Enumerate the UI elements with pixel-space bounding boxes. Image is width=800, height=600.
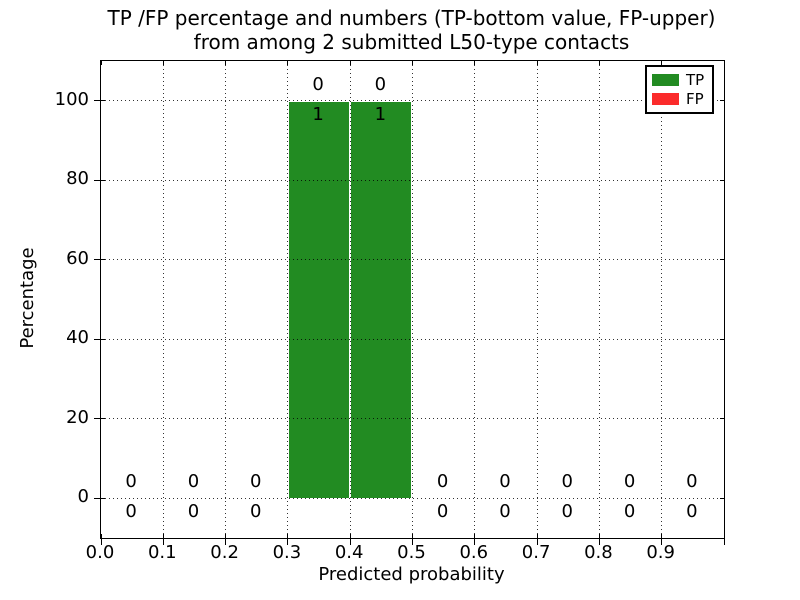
chart-title-line-2: from among 2 submitted L50-type contacts — [193, 30, 630, 54]
tp-count-label: 0 — [250, 501, 262, 523]
y-tick-label: 100 — [54, 88, 89, 110]
x-tick-mark-top — [100, 61, 102, 65]
x-tick-mark-top — [723, 61, 725, 65]
fp-count-label: 0 — [125, 471, 137, 493]
x-tick-mark-top — [474, 61, 476, 65]
fp-count-label: 0 — [623, 471, 636, 493]
gridline-vertical — [287, 61, 289, 538]
fp-count-label: 0 — [561, 471, 573, 493]
legend-entry-tp: TP — [652, 72, 707, 88]
x-tick-mark-top — [225, 61, 227, 65]
x-tick-mark-top — [536, 61, 538, 65]
fp-count-label: 0 — [312, 73, 324, 95]
x-tick-label: 0.0 — [85, 542, 115, 563]
y-tick-mark-left — [94, 100, 105, 102]
gridline-vertical — [412, 61, 413, 538]
x-tick-mark-bottom — [100, 534, 102, 545]
x-tick-label: 0.2 — [210, 542, 239, 563]
y-tick-label: 40 — [66, 327, 89, 349]
tp-count-label: 0 — [125, 501, 137, 523]
x-tick-mark-bottom — [474, 534, 476, 545]
tp-bar — [287, 100, 351, 499]
fp-count-label: 0 — [374, 73, 387, 95]
x-tick-label: 0.3 — [272, 542, 302, 563]
y-tick-label: 20 — [66, 406, 89, 428]
x-tick-mark-bottom — [412, 534, 413, 545]
chart-title: TP /FP percentage and numbers (TP-bottom… — [100, 6, 723, 54]
tp-count-label: 0 — [436, 501, 449, 523]
x-tick-mark-bottom — [661, 534, 663, 545]
tp-count-label: 0 — [623, 501, 636, 523]
x-tick-mark-top — [412, 61, 413, 65]
legend: TP FP — [645, 65, 714, 114]
x-tick-mark-top — [349, 61, 351, 65]
fp-count-label: 0 — [436, 471, 449, 493]
x-tick-label: 0.6 — [459, 542, 489, 563]
tp-count-label: 0 — [499, 501, 511, 523]
legend-label-fp: FP — [686, 90, 704, 109]
y-tick-mark-left — [94, 338, 105, 340]
x-tick-label: 0.4 — [334, 542, 364, 563]
y-tick-mark-right — [720, 338, 724, 340]
x-tick-mark-top — [162, 61, 164, 65]
y-tick-mark-right — [720, 259, 724, 261]
y-tick-mark-right — [720, 100, 724, 102]
y-tick-mark-left — [94, 259, 105, 261]
gridline-vertical — [225, 61, 227, 538]
x-tick-label: 0.7 — [521, 542, 551, 563]
y-tick-mark-right — [720, 179, 724, 181]
x-tick-mark-bottom — [287, 534, 289, 545]
gridline-vertical — [474, 61, 476, 538]
tp-swatch-icon — [652, 73, 679, 86]
fp-count-label: 0 — [250, 471, 262, 493]
fp-count-label: 0 — [187, 471, 200, 493]
x-tick-label: 0.9 — [646, 542, 675, 563]
x-tick-label: 0.1 — [147, 542, 177, 563]
gridline-vertical — [349, 61, 351, 538]
y-tick-mark-left — [94, 418, 105, 420]
tp-bar — [350, 100, 413, 499]
legend-entry-fp: FP — [652, 91, 707, 107]
x-tick-mark-bottom — [723, 534, 725, 545]
x-tick-mark-bottom — [162, 534, 164, 545]
fp-count-label: 0 — [499, 471, 511, 493]
y-tick-label: 80 — [66, 168, 89, 190]
x-tick-mark-top — [598, 61, 600, 65]
tp-count-label: 0 — [187, 501, 200, 523]
tp-count-label: 1 — [374, 103, 387, 125]
x-tick-mark-top — [287, 61, 289, 65]
x-axis-label: Predicted probability — [318, 564, 505, 585]
gridline-vertical — [661, 61, 663, 538]
y-axis-label: Percentage — [17, 247, 38, 349]
tp-count-label: 1 — [312, 103, 324, 125]
y-tick-label: 0 — [77, 486, 89, 508]
fp-swatch-icon — [652, 93, 679, 106]
plot-area — [94, 60, 725, 545]
y-tick-mark-right — [720, 497, 724, 499]
fp-count-label: 0 — [686, 471, 698, 493]
gridline-vertical — [162, 61, 164, 538]
tp-count-label: 0 — [686, 501, 698, 523]
y-tick-mark-left — [94, 179, 105, 181]
x-tick-label: 0.8 — [584, 542, 613, 563]
y-tick-mark-left — [94, 497, 105, 499]
tp-count-label: 0 — [561, 501, 573, 523]
x-tick-label: 0.5 — [397, 542, 426, 563]
x-tick-mark-bottom — [536, 534, 538, 545]
y-tick-mark-right — [720, 418, 724, 420]
x-tick-mark-bottom — [225, 534, 227, 545]
gridline-vertical — [598, 61, 600, 538]
x-tick-mark-bottom — [349, 534, 351, 545]
legend-label-tp: TP — [686, 70, 705, 89]
y-tick-label: 60 — [66, 247, 89, 269]
x-tick-mark-top — [661, 61, 663, 65]
chart-title-line-1: TP /FP percentage and numbers (TP-bottom… — [107, 6, 716, 30]
x-tick-mark-bottom — [598, 534, 600, 545]
gridline-vertical — [536, 61, 538, 538]
